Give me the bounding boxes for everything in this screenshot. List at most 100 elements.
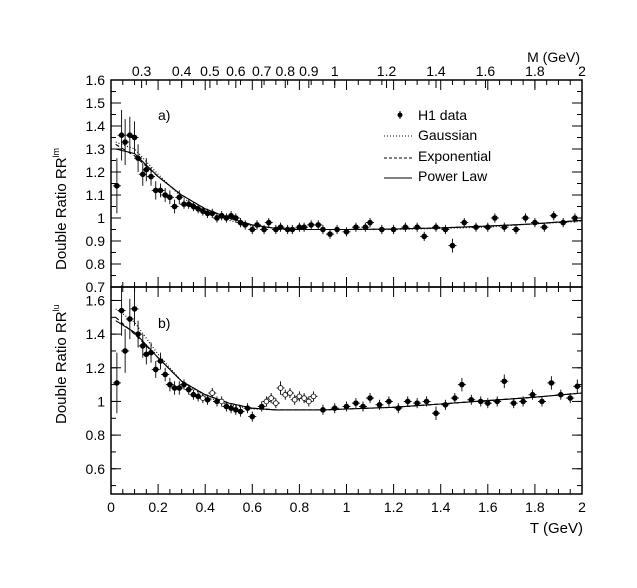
panel-b-point [433,410,439,417]
panel-a-point [379,226,385,233]
top-axis-tick-label: 1.2 [377,63,397,79]
panel-b-point [237,408,244,415]
panel-a-point [367,219,373,226]
panel-a-label: a) [158,107,170,123]
panel-b-point [244,405,251,411]
panel-a-point [461,219,468,226]
panel-b-ytick-label: 1.4 [86,326,106,342]
panel-b-point-open [306,398,312,405]
panel-a-point [442,226,449,233]
panel-a-point [541,224,548,231]
top-axis-tick-label: 1.8 [525,63,545,79]
panel-b-point [204,396,211,403]
panel-a-point [143,166,150,173]
panel-b-point [152,366,159,373]
panel-a-point [209,210,216,217]
panel-a-point [176,194,183,201]
panel-b-point [353,400,359,406]
panel-a-point [362,224,369,231]
panel-b-point [404,398,411,405]
panel-b-point-open [273,400,279,406]
panel-b-point [567,395,574,401]
panel-a-ytick-label: 0.8 [86,256,106,272]
top-axis-tick-label: 2 [578,63,586,79]
panel-b-point-open [301,395,307,401]
panel-a-point [492,215,498,221]
panel-b-point [452,395,458,401]
panel-a-point [185,201,192,208]
panel-a-point [242,222,249,228]
top-axis-tick-label: 1.6 [476,63,496,79]
panel-a-point [114,183,120,189]
x-tick-label: 2 [578,499,586,515]
panel-a-point [233,215,239,221]
panel-a-point [449,242,456,249]
panel-b-point [367,395,373,401]
panel-b-point [548,380,555,386]
panel-b-point [181,381,187,388]
panel-a-point [190,203,197,210]
panel-b-ytick-label: 1.2 [86,360,106,376]
panel-b-point [468,396,475,403]
panel-b-point [118,307,125,314]
panel-a-point [484,224,491,231]
panel-a-point [572,215,578,221]
top-axis-tick-label: 0.4 [172,63,192,79]
panel-a-ytick-label: 1.1 [86,187,106,203]
panel-b-point [249,413,256,420]
panel-b-point [574,383,581,390]
panel-a-point [200,208,206,214]
panel-a-point [162,192,168,198]
panel-b-curve-gaussian [115,308,583,411]
panel-b-point [114,380,120,386]
panel-a-point [315,222,322,228]
panel-b-point [190,391,197,398]
panel-a-ytick-label: 1.6 [86,72,106,88]
legend-label-h1: H1 data [418,107,467,123]
panel-a-point [353,224,359,231]
panel-b-point [376,402,383,408]
panel-b-point [510,400,517,406]
panel-a-point [513,226,519,233]
x-tick-label: 1.6 [478,499,498,515]
panel-a-point [421,233,428,240]
top-axis-tick-label: 0.5 [200,63,220,79]
panel-a-ytick-label: 1.5 [86,95,106,111]
panel-b-point [157,358,164,364]
panel-a-ytick-label: 0.7 [86,279,106,295]
panel-a-ytick-label: 1.4 [86,118,106,134]
panel-b-point-open [291,396,298,403]
panel-b-point [343,403,350,410]
panel-b-point [195,393,201,400]
panel-a-point [320,226,326,233]
panel-b-ytick-label: 0.8 [86,427,106,443]
panel-a-point [228,212,234,219]
panel-a-point [433,224,439,231]
panel-b-point [176,385,183,391]
panel-a-point [402,224,409,231]
panel-b-point-open [310,393,317,400]
panel-a-point [122,139,128,145]
panel-b-point [520,398,526,405]
panel-a-point [118,132,125,139]
panel-b-point-open [277,385,284,391]
panel-b-ytick-label: 1.6 [86,292,106,308]
panel-b-point-open [209,390,216,396]
panel-b-point [320,407,326,413]
panel-a-point [223,215,230,221]
panel-b-point [233,407,239,413]
top-axis-title: M (GeV) [527,49,580,65]
panel-a-point [390,226,397,233]
top-axis-tick-label: 0.7 [252,63,272,79]
panel-b-point [228,405,234,411]
panel-a-point [167,194,173,201]
x-tick-label: 0 [107,499,115,515]
panel-b-point [529,391,536,398]
panel-a-point [127,132,133,139]
panel-a-curve-exponential [115,143,583,231]
panel-b-point [143,351,150,358]
panel-b-point-open [268,395,274,401]
x-tick-label: 1.2 [384,499,404,515]
panel-b-point-open [200,395,206,401]
